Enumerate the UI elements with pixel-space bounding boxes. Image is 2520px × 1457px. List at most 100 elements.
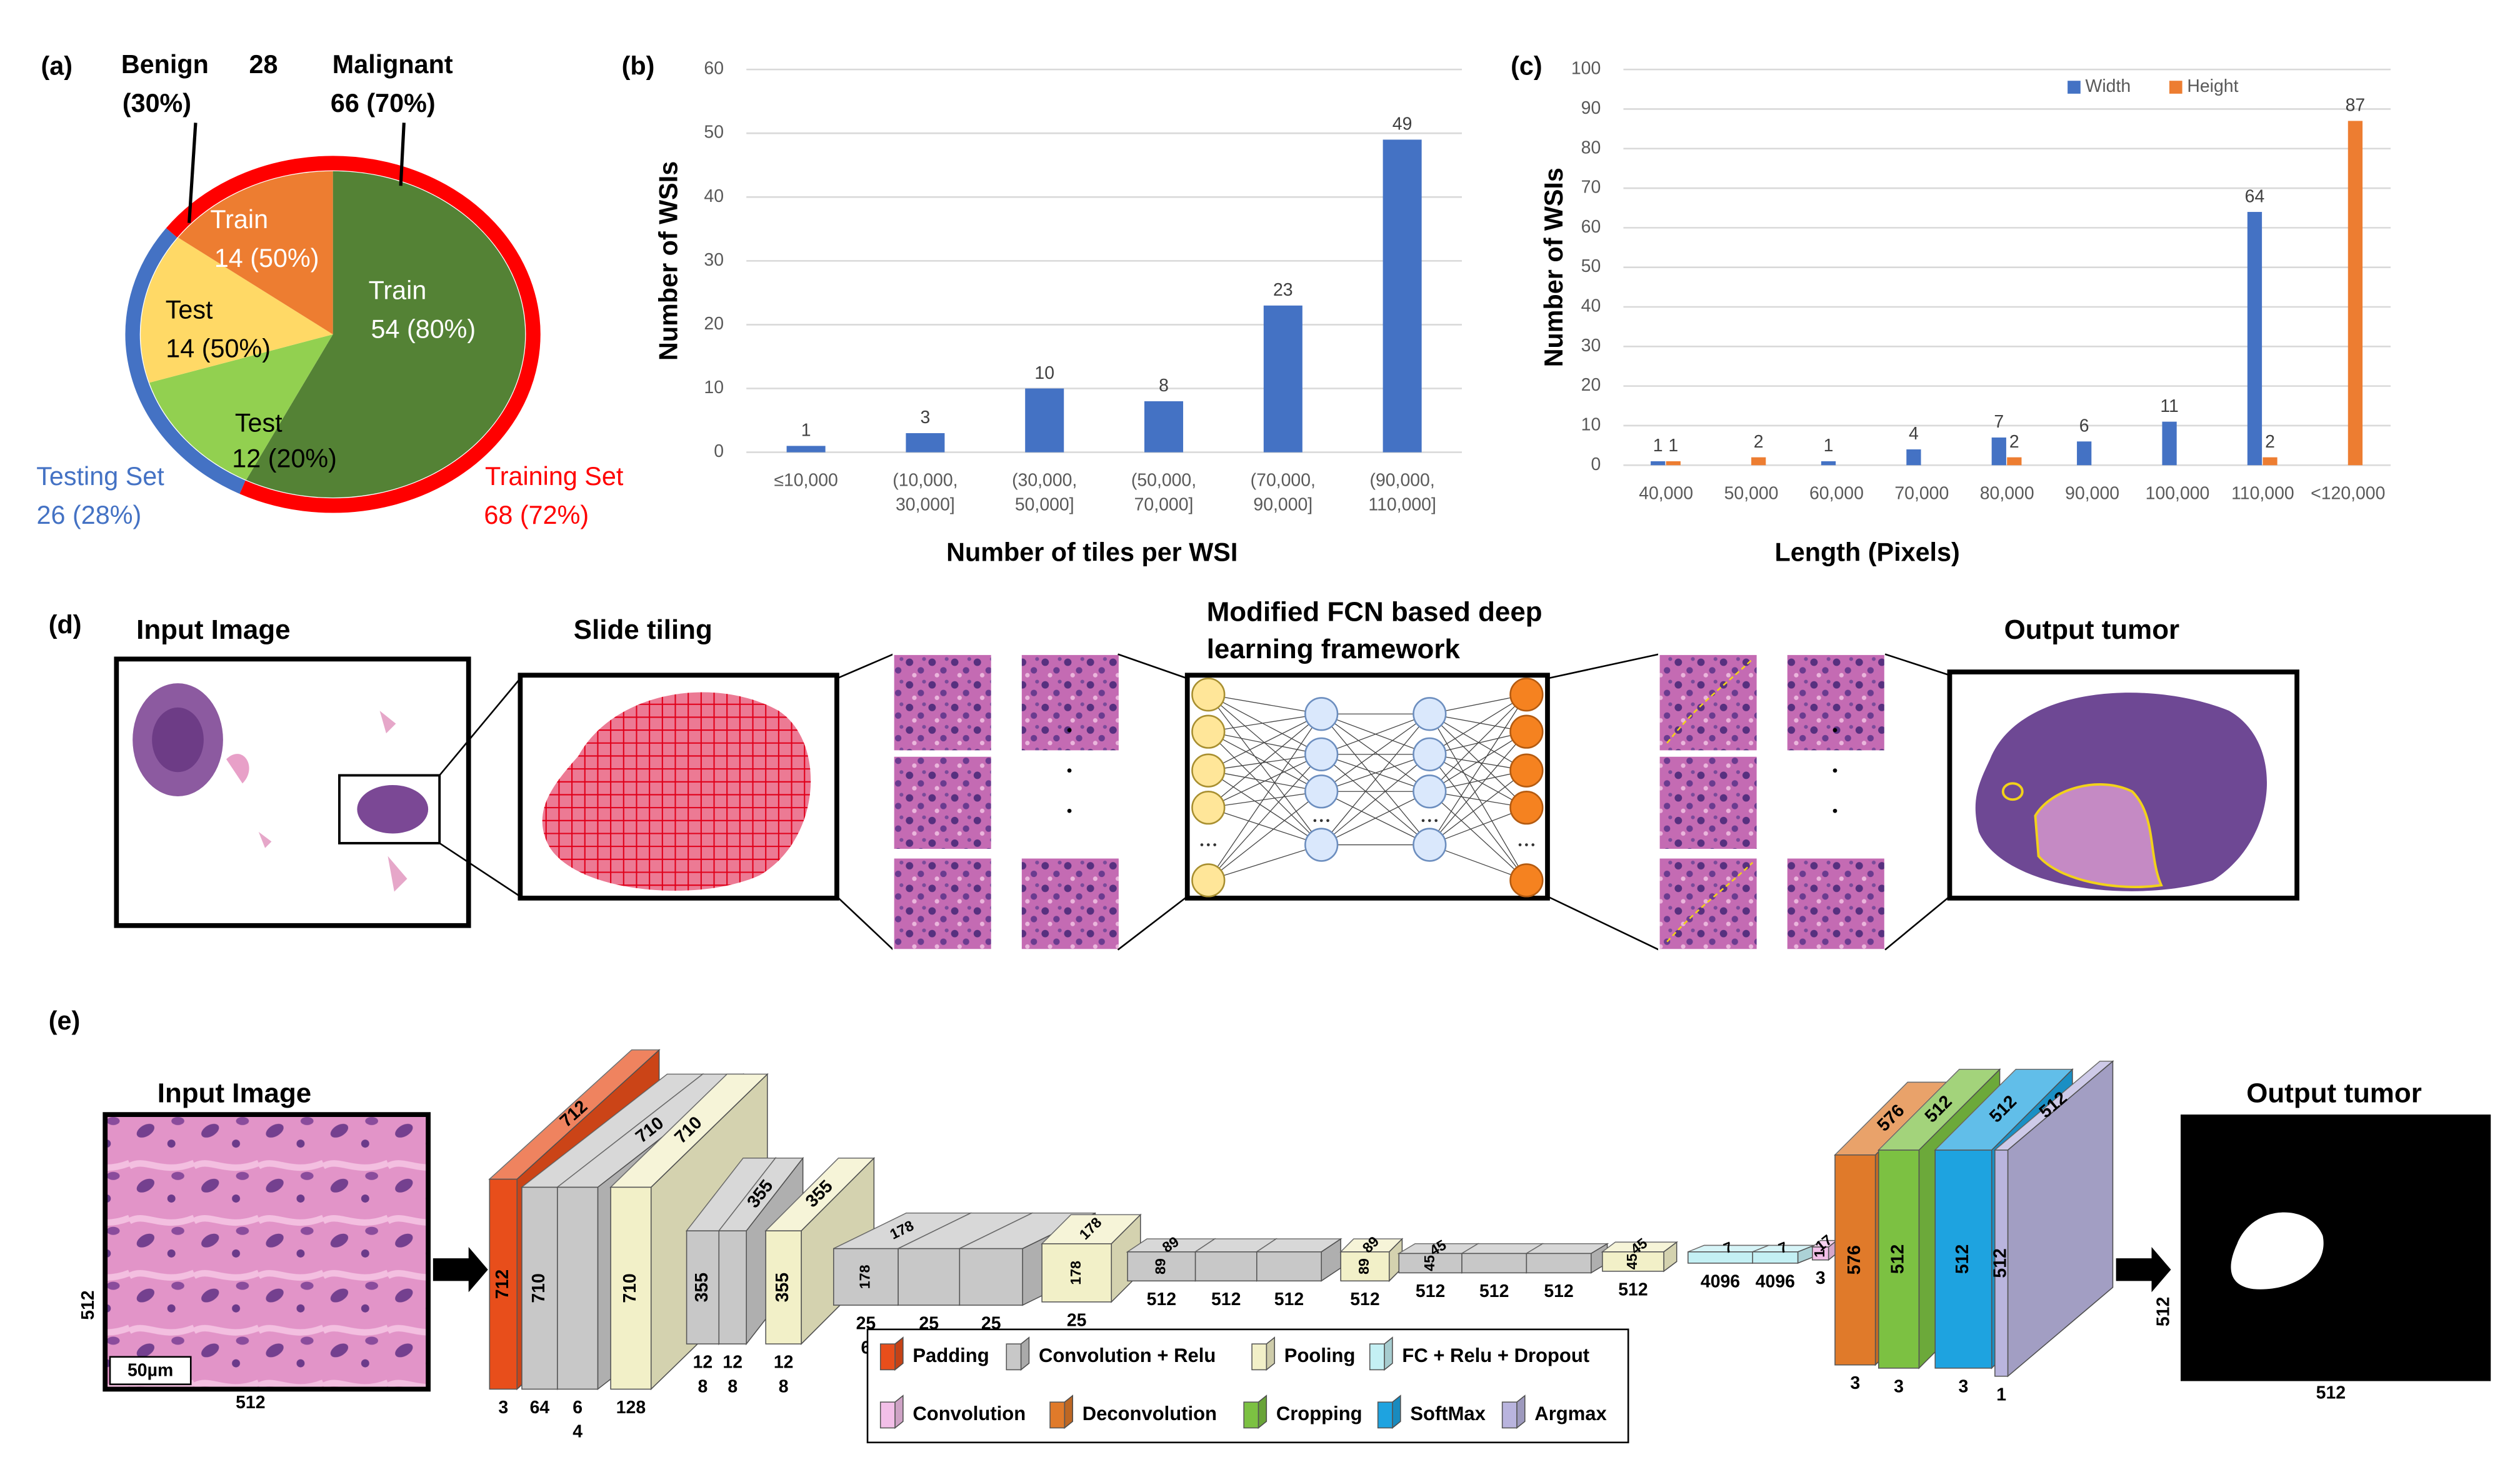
layer-front bbox=[1461, 1253, 1528, 1274]
value-label: 11 bbox=[2160, 396, 2179, 416]
layer-channels: 512 bbox=[1416, 1281, 1445, 1301]
network-title: Output tumor bbox=[2246, 1078, 2422, 1109]
tissue bbox=[152, 707, 204, 773]
input-patch bbox=[102, 1112, 431, 1392]
value-label: 2 bbox=[1754, 432, 1764, 452]
y-tick-label: 40 bbox=[704, 186, 724, 206]
layer-side-shade bbox=[1664, 1242, 1677, 1271]
connection bbox=[1208, 791, 1322, 808]
y-tick-label: 40 bbox=[1581, 296, 1601, 316]
pipeline-layout bbox=[114, 653, 2299, 951]
legend-icon-shade bbox=[1064, 1395, 1073, 1428]
tissue bbox=[357, 784, 429, 834]
connector bbox=[439, 678, 521, 776]
legend-icon bbox=[1501, 1401, 1518, 1429]
layer-dim: 355 bbox=[692, 1273, 712, 1302]
node bbox=[1509, 714, 1544, 749]
legend-label: SoftMax bbox=[1410, 1403, 1486, 1424]
x-tick-label: 60,000 bbox=[1809, 483, 1864, 503]
layer-channels: 3 bbox=[498, 1398, 508, 1418]
y-tick-label: 30 bbox=[1581, 336, 1601, 356]
layer-top-shade bbox=[1256, 1239, 1341, 1252]
ring-value-label: 68 (72%) bbox=[484, 501, 589, 529]
tumor-contour bbox=[2034, 783, 2163, 888]
connection bbox=[1429, 694, 1527, 755]
node bbox=[1412, 697, 1447, 731]
tile bbox=[1020, 653, 1121, 752]
layer-front bbox=[1812, 1246, 1829, 1261]
node bbox=[1304, 737, 1339, 771]
bar bbox=[906, 433, 945, 453]
ellipsis-dot bbox=[1200, 843, 1204, 846]
legend-swatch bbox=[2169, 81, 2182, 94]
layer-top-shade bbox=[1195, 1239, 1276, 1252]
value-label: 64 bbox=[2245, 186, 2265, 206]
connection bbox=[1208, 713, 1322, 808]
tile bbox=[1786, 653, 1886, 752]
value-label: 49 bbox=[1392, 114, 1412, 134]
layer-channels: 512 bbox=[1274, 1289, 1304, 1309]
tile bbox=[1658, 755, 1759, 851]
leader-line bbox=[399, 123, 406, 186]
tile bbox=[1658, 653, 1759, 752]
x-axis-label: Number of tiles per WSI bbox=[946, 538, 1238, 566]
layer-front bbox=[1934, 1149, 1992, 1369]
value-label: 3 bbox=[921, 408, 931, 428]
legend-icon bbox=[1377, 1401, 1393, 1429]
layer-dim: 512 bbox=[1952, 1244, 1972, 1274]
legend-label: Cropping bbox=[1276, 1403, 1362, 1424]
value-label: 1 bbox=[1824, 436, 1834, 456]
node bbox=[1191, 678, 1226, 712]
zoom-box bbox=[338, 774, 441, 844]
tile bbox=[892, 856, 993, 951]
ellipsis-dot bbox=[1421, 819, 1425, 823]
layer-front bbox=[557, 1186, 599, 1390]
y-axis-label: Number of WSIs bbox=[1539, 168, 1568, 367]
layer-channels: 512 bbox=[1147, 1289, 1176, 1309]
value-label: 23 bbox=[1273, 280, 1293, 300]
network-box bbox=[1184, 673, 1550, 901]
layer-dim: 1 bbox=[1811, 1249, 1828, 1258]
layer-top-shade bbox=[1341, 1239, 1402, 1252]
bar bbox=[2077, 441, 2092, 466]
layer-dim: 576 bbox=[1844, 1245, 1864, 1274]
y-tick-label: 20 bbox=[704, 314, 724, 334]
layer-channels: 25 bbox=[1067, 1310, 1087, 1330]
y-tick-label: 10 bbox=[704, 378, 724, 398]
tile bbox=[892, 653, 993, 752]
legend-icon-shade bbox=[1384, 1337, 1392, 1370]
bar bbox=[1666, 461, 1681, 466]
layer-top-shade bbox=[1994, 1061, 2113, 1150]
layer-top-shade bbox=[1878, 1069, 2000, 1150]
panel-label: (e) bbox=[49, 1006, 81, 1035]
bar bbox=[1751, 457, 1766, 466]
connector bbox=[836, 653, 894, 679]
connection bbox=[1429, 844, 1527, 881]
group-share: (30%) bbox=[122, 89, 191, 118]
layer-front bbox=[832, 1248, 899, 1306]
connector bbox=[1117, 896, 1188, 951]
x-tick-label: 50,000] bbox=[1015, 494, 1074, 514]
bar bbox=[1651, 461, 1666, 466]
bar bbox=[1991, 437, 2006, 466]
slice-value-label: 12 (20%) bbox=[232, 444, 337, 473]
group-count: 28 bbox=[249, 50, 278, 79]
layer-top-shade bbox=[959, 1213, 1096, 1249]
connection bbox=[1208, 754, 1322, 771]
legend-icon-shade bbox=[1258, 1395, 1267, 1428]
node bbox=[1412, 828, 1447, 862]
layer-channels: 1 bbox=[1996, 1384, 2006, 1404]
connection bbox=[1429, 713, 1527, 771]
connection bbox=[1429, 713, 1527, 881]
bar bbox=[2348, 121, 2363, 466]
network-layout: 7127123710647106471071012835512835512835… bbox=[102, 1049, 2491, 1444]
layer-top-shade bbox=[1688, 1245, 1769, 1252]
pie-slice bbox=[246, 171, 526, 498]
layer-front bbox=[686, 1230, 720, 1344]
layer-channels: 64 bbox=[530, 1398, 550, 1418]
layer-top-shade bbox=[489, 1049, 659, 1179]
layer-top-shade bbox=[1399, 1243, 1478, 1254]
layer-dim: 45 bbox=[1421, 1255, 1438, 1271]
layer-top-shade bbox=[1834, 1082, 1948, 1155]
legend-icon-shade bbox=[1266, 1337, 1275, 1370]
